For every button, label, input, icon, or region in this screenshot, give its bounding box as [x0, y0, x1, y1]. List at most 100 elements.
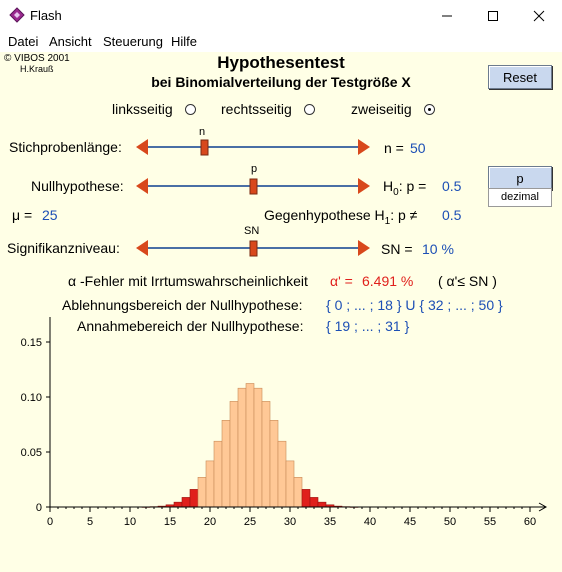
- y-tick-label: 0.05: [21, 447, 42, 459]
- null-hypothesis-label: Nullhypothese:: [31, 178, 124, 194]
- close-button[interactable]: [516, 0, 562, 31]
- slider-thumb[interactable]: [200, 139, 209, 156]
- x-tick-label: 25: [244, 516, 256, 528]
- h0-label: H0: p =: [383, 178, 427, 198]
- chart-bar: [189, 489, 199, 508]
- chart-bar: [277, 440, 287, 508]
- mu-value: 25: [42, 207, 58, 223]
- x-tick-label: 20: [204, 516, 216, 528]
- slider-left-arrow-icon[interactable]: [136, 240, 148, 256]
- page-title: Hypothesentest: [217, 53, 345, 72]
- slider-left-arrow-icon[interactable]: [136, 139, 148, 155]
- chart-bar: [269, 420, 279, 508]
- chart-bar: [293, 476, 303, 508]
- flash-app-icon: [9, 7, 25, 23]
- slider-right-arrow-icon[interactable]: [358, 240, 370, 256]
- x-tick-label: 55: [484, 516, 496, 528]
- slider-right-arrow-icon[interactable]: [358, 139, 370, 155]
- minimize-icon: [442, 15, 452, 16]
- slider-tag-p: p: [251, 163, 258, 175]
- radio-linksseitig[interactable]: [185, 104, 196, 115]
- sample-size-label: Stichprobenlänge:: [9, 139, 122, 155]
- alt-p-value: 0.5: [442, 207, 462, 223]
- chart-bar: [205, 460, 215, 508]
- mu-label: μ =: [12, 207, 33, 223]
- x-tick-label: 60: [524, 516, 536, 528]
- chart-bar: [285, 460, 295, 508]
- n-label: n =: [384, 140, 404, 156]
- y-tick-label: 0.10: [21, 392, 42, 404]
- alpha-label: α' =: [330, 273, 353, 289]
- sn-label: SN =: [381, 241, 413, 257]
- x-tick-label: 45: [404, 516, 416, 528]
- chart-bar: [245, 383, 255, 508]
- credits-line1: © VIBOS 2001: [4, 53, 70, 64]
- chart-bar: [229, 401, 239, 508]
- chart-bar: [173, 501, 183, 508]
- significance-slider[interactable]: [134, 237, 372, 259]
- maximize-button[interactable]: [470, 0, 516, 31]
- reset-button[interactable]: Reset: [488, 65, 552, 89]
- alpha-error-text: α -Fehler mit Irrtumswahrscheinlichkeit: [68, 273, 308, 289]
- radio-label-zweiseitig: zweiseitig: [351, 101, 412, 117]
- chart-bar: [213, 440, 223, 508]
- x-tick-label: 10: [124, 516, 136, 528]
- menu-steuerung[interactable]: Steuerung: [103, 34, 163, 49]
- chart-bar: [237, 387, 247, 508]
- decimal-toggle[interactable]: dezimal: [488, 188, 552, 207]
- close-icon: [533, 10, 545, 21]
- x-tick-label: 5: [87, 516, 93, 528]
- chart-bar: [253, 387, 263, 508]
- y-tick-label: 0: [36, 502, 42, 514]
- rejection-value: { 0 ; ... ; 18 } U { 32 ; ... ; 50 }: [326, 297, 503, 313]
- x-tick-label: 35: [324, 516, 336, 528]
- x-tick-label: 50: [444, 516, 456, 528]
- menu-ansicht[interactable]: Ansicht: [49, 34, 92, 49]
- alt-hypothesis-label: Gegenhypothese H1: p ≠: [264, 207, 418, 227]
- slider-thumb[interactable]: [249, 178, 258, 195]
- chart-bar: [181, 497, 191, 508]
- p-button[interactable]: p: [488, 166, 552, 190]
- rejection-label: Ablehnungsbereich der Nullhypothese:: [62, 297, 303, 313]
- radio-zweiseitig[interactable]: [424, 104, 435, 115]
- radio-rechtsseitig[interactable]: [304, 104, 315, 115]
- page-subtitle: bei Binomialverteilung der Testgröße X: [151, 74, 411, 90]
- chart-bar: [261, 401, 271, 508]
- null-hypothesis-slider[interactable]: [134, 175, 372, 197]
- p-value: 0.5: [442, 178, 462, 194]
- acceptance-value: { 19 ; ... ; 31 }: [326, 318, 410, 334]
- slider-tag-n: n: [199, 126, 206, 138]
- window-title: Flash: [30, 8, 62, 23]
- slider-left-arrow-icon[interactable]: [136, 178, 148, 194]
- y-tick-label: 0.15: [21, 337, 42, 349]
- alpha-condition: ( α'≤ SN ): [438, 273, 497, 289]
- n-value: 50: [410, 140, 426, 156]
- x-tick-label: 15: [164, 516, 176, 528]
- acceptance-label: Annahmebereich der Nullhypothese:: [77, 318, 304, 334]
- chart-bar: [309, 497, 319, 508]
- x-axis-arrow-icon: [538, 502, 548, 512]
- x-tick-label: 30: [284, 516, 296, 528]
- title-bar: [0, 0, 562, 31]
- minimize-button[interactable]: [424, 0, 470, 31]
- maximize-icon: [488, 10, 498, 21]
- chart-bar: [221, 420, 231, 508]
- sn-value: 10 %: [422, 241, 454, 257]
- chart-bar: [197, 476, 207, 508]
- chart-bar: [317, 501, 327, 508]
- menu-hilfe[interactable]: Hilfe: [171, 34, 198, 49]
- menu-datei[interactable]: Datei: [8, 34, 39, 49]
- chart-bar: [301, 489, 311, 508]
- x-tick-label: 40: [364, 516, 376, 528]
- radio-label-linksseitig: linksseitig: [112, 101, 173, 117]
- x-tick-label: 0: [47, 516, 53, 528]
- credits-line2: H.Krauß: [20, 64, 54, 74]
- slider-right-arrow-icon[interactable]: [358, 178, 370, 194]
- alpha-value: 6.491 %: [362, 273, 414, 289]
- slider-tag-sn: SN: [244, 225, 260, 237]
- slider-thumb[interactable]: [249, 240, 258, 257]
- significance-label: Signifikanzniveau:: [7, 240, 120, 256]
- sample-size-slider[interactable]: [134, 136, 372, 158]
- radio-label-rechtsseitig: rechtsseitig: [221, 101, 292, 117]
